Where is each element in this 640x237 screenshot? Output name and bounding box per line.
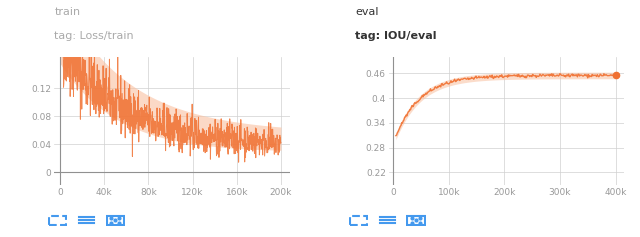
Text: train: train bbox=[54, 7, 81, 17]
Text: eval: eval bbox=[355, 7, 379, 17]
Point bbox=[114, 221, 124, 225]
Point bbox=[611, 73, 621, 77]
Point bbox=[110, 219, 120, 222]
Point bbox=[114, 216, 124, 220]
Point bbox=[106, 216, 116, 220]
Text: tag: IOU/eval: tag: IOU/eval bbox=[355, 31, 436, 41]
Point bbox=[415, 216, 425, 220]
Point bbox=[407, 216, 417, 220]
Point bbox=[411, 219, 421, 222]
Point bbox=[407, 221, 417, 225]
Point bbox=[415, 221, 425, 225]
Text: tag: Loss/train: tag: Loss/train bbox=[54, 31, 134, 41]
Point bbox=[106, 221, 116, 225]
